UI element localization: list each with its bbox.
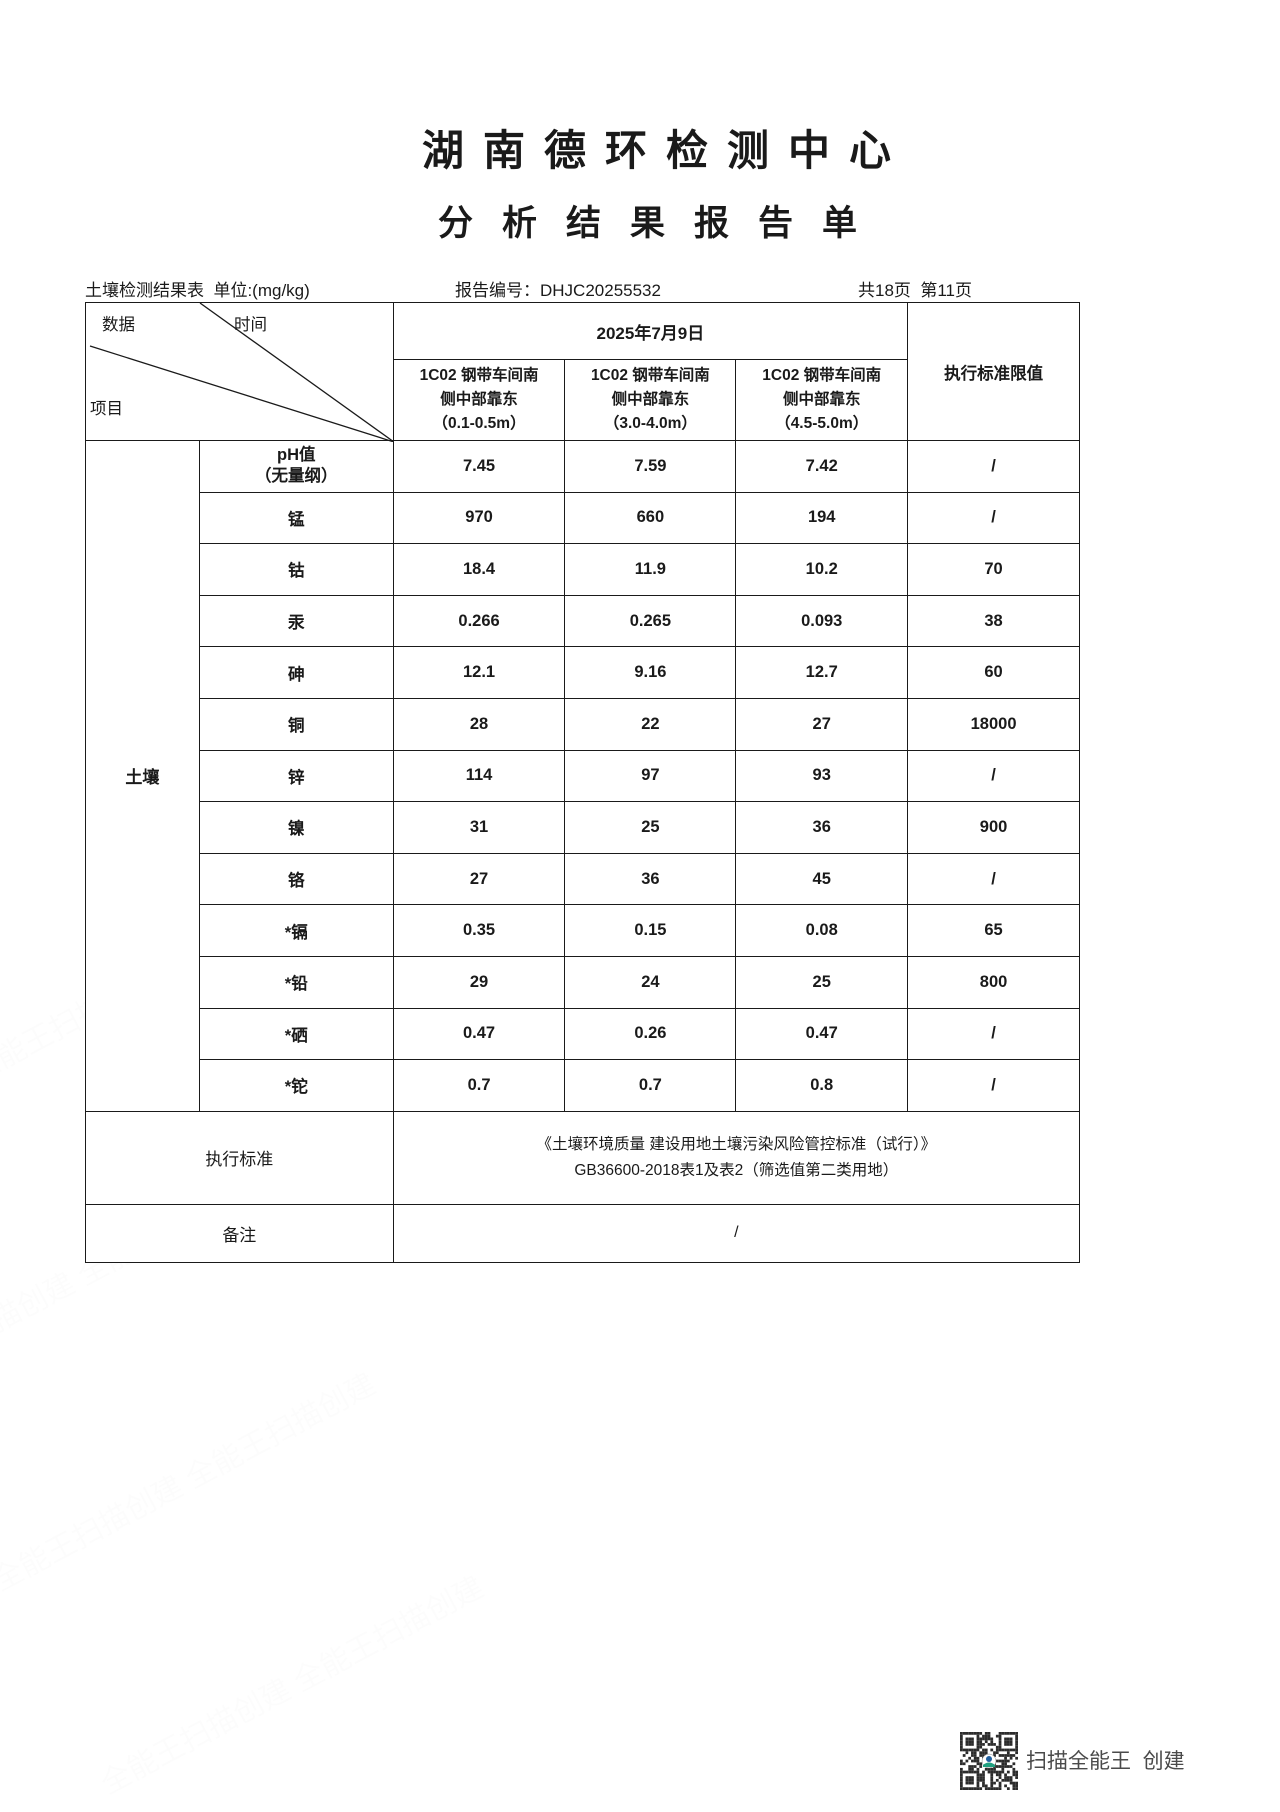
svg-text:全能王扫描创建 全能王扫描创建: 全能王扫描创建 全能王扫描创建 bbox=[95, 1571, 489, 1801]
svg-text:全能王扫描创建 全能王扫描创建: 全能王扫描创建 全能王扫描创建 bbox=[0, 1367, 381, 1597]
